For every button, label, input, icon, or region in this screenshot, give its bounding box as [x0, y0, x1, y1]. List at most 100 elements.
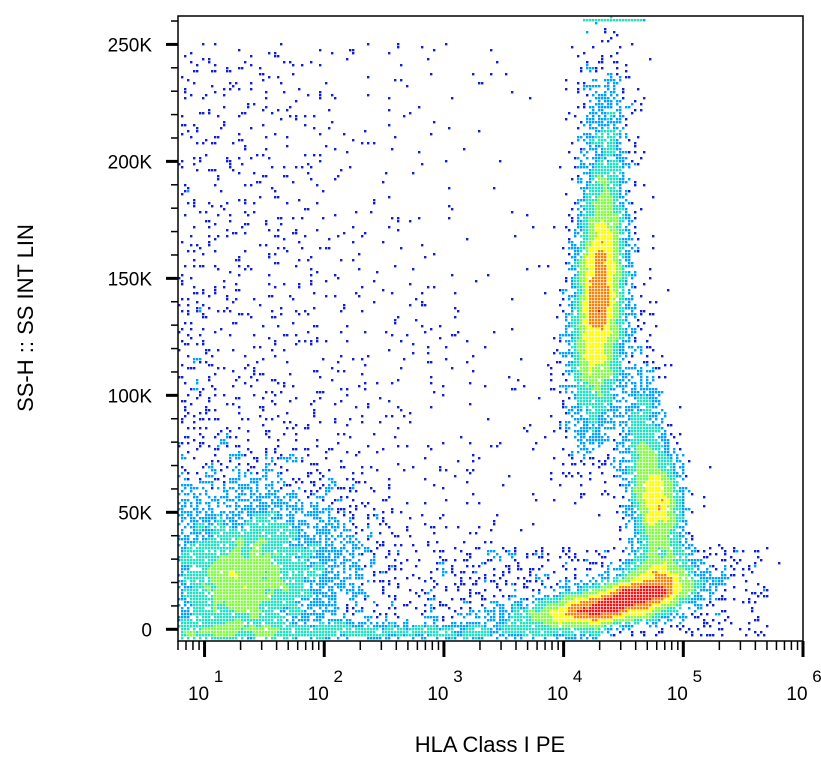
- event-point: [286, 568, 289, 571]
- event-point: [319, 622, 322, 625]
- event-point: [589, 187, 592, 190]
- event-point: [292, 625, 295, 628]
- event-point: [625, 307, 628, 310]
- event-point: [652, 580, 655, 583]
- event-point: [631, 391, 634, 394]
- event-point: [616, 199, 619, 202]
- event-point: [235, 553, 238, 556]
- event-point: [652, 379, 655, 382]
- event-point: [619, 601, 622, 604]
- event-point: [589, 592, 592, 595]
- event-point: [316, 568, 319, 571]
- event-point: [580, 364, 583, 367]
- event-point: [586, 319, 589, 322]
- event-point: [604, 157, 607, 160]
- event-point: [637, 238, 640, 241]
- event-point: [637, 436, 640, 439]
- event-point: [610, 196, 613, 199]
- event-point: [631, 418, 634, 421]
- event-point: [550, 598, 553, 601]
- event-point: [193, 541, 196, 544]
- event-point: [607, 256, 610, 259]
- event-point: [289, 613, 292, 616]
- event-point: [664, 523, 667, 526]
- event-point: [568, 619, 571, 622]
- event-point: [565, 616, 568, 619]
- event-point: [643, 568, 646, 571]
- event-point: [190, 592, 193, 595]
- event-point: [637, 394, 640, 397]
- event-point: [493, 607, 496, 610]
- event-point: [589, 124, 592, 127]
- event-point: [634, 490, 637, 493]
- event-point: [319, 583, 322, 586]
- event-point: [502, 604, 505, 607]
- event-point: [178, 586, 181, 589]
- event-point: [634, 316, 637, 319]
- event-point: [676, 481, 679, 484]
- event-point: [607, 88, 610, 91]
- event-point: [670, 493, 673, 496]
- event-point: [649, 433, 652, 436]
- event-point: [613, 409, 616, 412]
- event-point: [703, 622, 706, 625]
- event-point: [712, 580, 715, 583]
- event-point: [646, 592, 649, 595]
- event-point: [562, 310, 565, 313]
- event-point: [640, 409, 643, 412]
- event-point: [256, 598, 259, 601]
- event-point: [601, 202, 604, 205]
- event-point: [691, 550, 694, 553]
- event-point: [595, 400, 598, 403]
- event-point: [475, 616, 478, 619]
- event-point: [619, 343, 622, 346]
- event-point: [643, 517, 646, 520]
- event-point: [628, 586, 631, 589]
- event-point: [607, 187, 610, 190]
- event-point: [631, 577, 634, 580]
- event-point: [601, 268, 604, 271]
- event-point: [247, 571, 250, 574]
- event-point: [673, 505, 676, 508]
- event-point: [394, 535, 397, 538]
- event-point: [595, 409, 598, 412]
- event-point: [616, 148, 619, 151]
- event-point: [349, 487, 352, 490]
- event-point: [574, 610, 577, 613]
- event-point: [634, 391, 637, 394]
- event-point: [595, 229, 598, 232]
- event-point: [655, 517, 658, 520]
- event-point: [331, 535, 334, 538]
- event-point: [604, 391, 607, 394]
- event-point: [601, 40, 604, 43]
- event-point: [574, 502, 577, 505]
- event-point: [229, 553, 232, 556]
- event-point: [649, 559, 652, 562]
- event-point: [589, 250, 592, 253]
- event-point: [667, 448, 670, 451]
- event-point: [373, 553, 376, 556]
- event-point: [631, 247, 634, 250]
- event-point: [238, 574, 241, 577]
- event-point: [580, 277, 583, 280]
- event-point: [670, 463, 673, 466]
- event-point: [640, 577, 643, 580]
- event-point: [598, 409, 601, 412]
- event-point: [607, 349, 610, 352]
- event-point: [694, 565, 697, 568]
- event-point: [589, 373, 592, 376]
- event-point: [256, 613, 259, 616]
- event-point: [601, 625, 604, 628]
- event-point: [670, 478, 673, 481]
- event-point: [601, 400, 604, 403]
- event-point: [628, 415, 631, 418]
- event-point: [646, 418, 649, 421]
- event-point: [625, 133, 628, 136]
- event-point: [340, 499, 343, 502]
- event-point: [595, 250, 598, 253]
- event-point: [601, 622, 604, 625]
- event-point: [268, 577, 271, 580]
- event-point: [589, 382, 592, 385]
- event-point: [655, 574, 658, 577]
- event-point: [613, 232, 616, 235]
